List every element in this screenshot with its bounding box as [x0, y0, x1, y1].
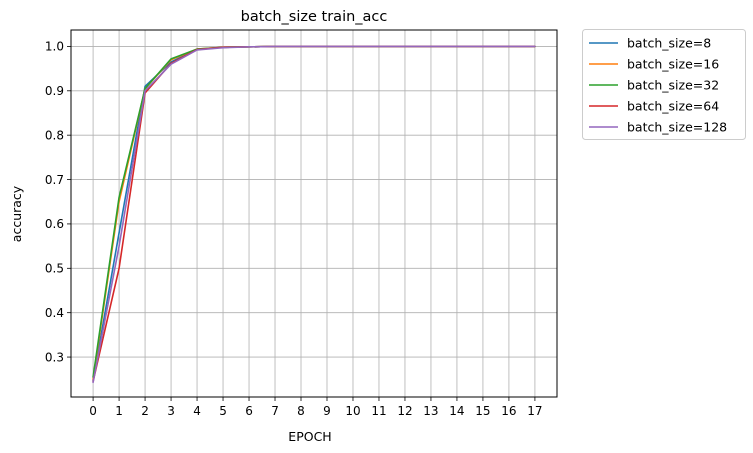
x-tick-label: 4	[193, 404, 201, 418]
x-tick-label: 3	[167, 404, 175, 418]
x-tick-label: 2	[141, 404, 149, 418]
y-tick-label: 0.7	[45, 173, 64, 187]
series-line-batch-size-128	[92, 45, 536, 384]
x-tick-label: 16	[501, 404, 516, 418]
y-axis-label: accuracy	[9, 185, 24, 242]
legend-frame	[582, 29, 746, 140]
x-tick-label: 9	[323, 404, 331, 418]
plot-background	[71, 30, 557, 397]
y-gridlines	[71, 46, 557, 358]
x-tick-label: 15	[475, 404, 490, 418]
x-tick-label: 13	[423, 404, 438, 418]
x-tick-label: 7	[271, 404, 279, 418]
legend-entry-label: batch_size=8	[627, 36, 711, 51]
x-tick-label: 10	[345, 404, 360, 418]
legend-entry-label: batch_size=64	[627, 99, 719, 114]
x-tick-label: 1	[115, 404, 123, 418]
x-tick-label: 12	[397, 404, 412, 418]
plot-frame	[70, 29, 558, 398]
y-axis-ticks: 0.3 0.4 0.5 0.6 0.7 0.8 0.9 1.0	[45, 40, 71, 364]
y-tick-label: 0.4	[45, 306, 64, 320]
y-tick-label: 0.5	[45, 262, 64, 276]
x-axis-label: EPOCH	[288, 429, 331, 444]
y-tick-label: 1.0	[45, 40, 64, 54]
legend-entry-label: batch_size=32	[627, 78, 719, 93]
x-tick-label: 6	[245, 404, 253, 418]
x-tick-label: 8	[297, 404, 305, 418]
x-tick-label: 5	[219, 404, 227, 418]
x-tick-label: 14	[449, 404, 464, 418]
legend-entry-label: batch_size=128	[627, 120, 727, 135]
x-axis-ticks: 0 1 2 3 4 5 6 7 8 9 10 11 12 13 14 15 16 17	[89, 397, 543, 418]
x-tick-label: 11	[371, 404, 386, 418]
legend-entry-label: batch_size=16	[627, 57, 719, 72]
y-tick-label: 0.6	[45, 217, 64, 231]
y-tick-label: 0.3	[45, 350, 64, 364]
x-tick-label: 0	[89, 404, 97, 418]
y-tick-label: 0.9	[45, 84, 64, 98]
series-lines	[92, 45, 536, 384]
x-tick-label: 17	[527, 404, 542, 418]
chart-title: batch_size train_acc	[241, 9, 388, 25]
y-tick-label: 0.8	[45, 128, 64, 142]
legend: batch_size=8 batch_size=16 batch_size=32ba…	[582, 29, 746, 140]
